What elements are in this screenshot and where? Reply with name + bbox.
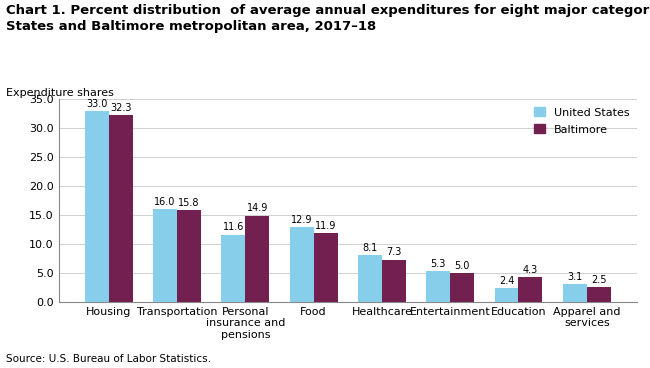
Bar <box>358 255 382 302</box>
Bar <box>587 287 611 302</box>
Text: 11.6: 11.6 <box>223 222 244 232</box>
Bar <box>495 288 519 302</box>
Bar <box>563 284 587 302</box>
Bar <box>222 235 245 302</box>
Text: Source: U.S. Bureau of Labor Statistics.: Source: U.S. Bureau of Labor Statistics. <box>6 354 211 364</box>
Bar <box>109 115 133 302</box>
Bar <box>177 210 201 302</box>
Text: Expenditure shares: Expenditure shares <box>6 88 114 98</box>
Text: 33.0: 33.0 <box>86 99 107 109</box>
Bar <box>426 271 450 302</box>
Bar <box>313 233 337 302</box>
Text: 15.8: 15.8 <box>178 198 200 208</box>
Text: 8.1: 8.1 <box>362 243 378 252</box>
Bar <box>245 216 269 302</box>
Text: 2.5: 2.5 <box>591 275 606 285</box>
Text: 32.3: 32.3 <box>110 103 131 113</box>
Bar <box>153 209 177 302</box>
Text: 14.9: 14.9 <box>246 203 268 213</box>
Text: 2.4: 2.4 <box>499 276 514 286</box>
Text: 4.3: 4.3 <box>523 265 538 275</box>
Text: 5.0: 5.0 <box>454 261 470 270</box>
Bar <box>519 277 542 302</box>
Text: 3.1: 3.1 <box>567 272 582 282</box>
Bar <box>290 227 313 302</box>
Legend: United States, Baltimore: United States, Baltimore <box>529 103 634 139</box>
Text: 16.0: 16.0 <box>154 197 176 207</box>
Text: 12.9: 12.9 <box>291 215 313 225</box>
Bar <box>382 259 406 302</box>
Text: 5.3: 5.3 <box>430 259 446 269</box>
Bar <box>450 273 474 302</box>
Text: 11.9: 11.9 <box>315 221 336 231</box>
Bar <box>84 111 109 302</box>
Text: 7.3: 7.3 <box>386 247 402 257</box>
Text: Chart 1. Percent distribution  of average annual expenditures for eight major ca: Chart 1. Percent distribution of average… <box>6 4 650 33</box>
